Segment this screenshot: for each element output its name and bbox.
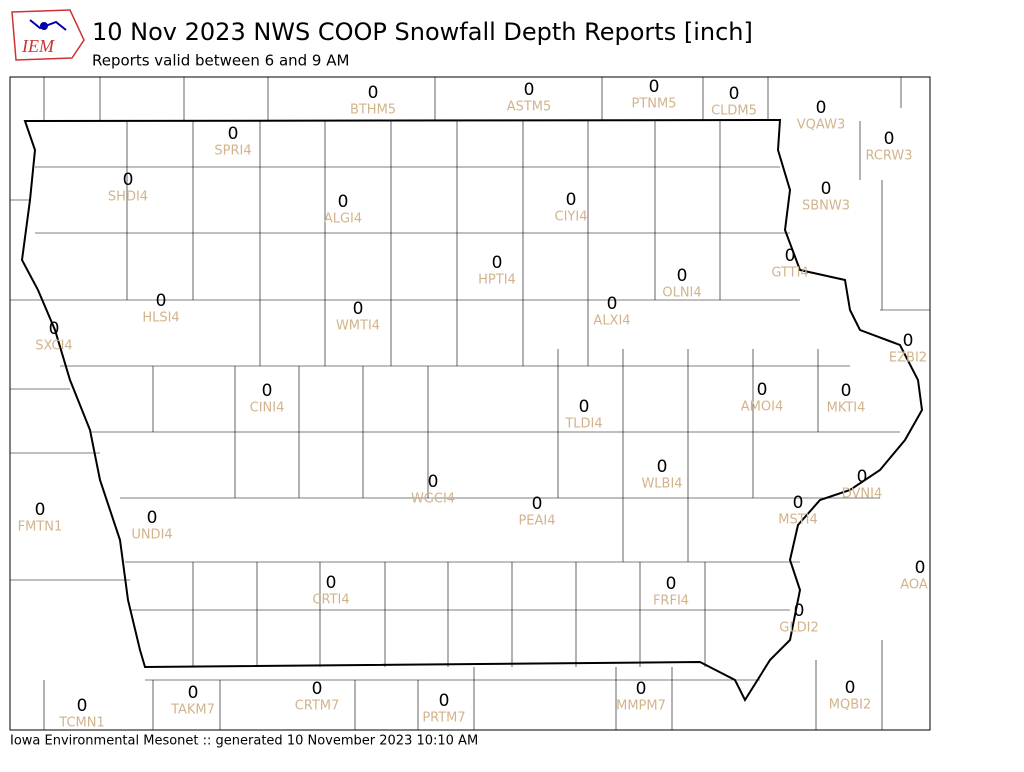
station-id: TCMN1 xyxy=(58,716,104,731)
station-id: CLDM5 xyxy=(711,104,757,119)
station-value: 0 xyxy=(492,253,503,273)
station-id: BTHM5 xyxy=(350,103,396,118)
boundaries xyxy=(10,76,930,730)
station-value: 0 xyxy=(368,83,379,103)
station-id: CIYI4 xyxy=(555,210,588,225)
station-id: SHDI4 xyxy=(108,190,148,205)
station-id: ALXI4 xyxy=(593,314,630,329)
logo-text: IEM xyxy=(21,36,55,56)
station-id: ASTM5 xyxy=(507,100,552,115)
station-id: TLDI4 xyxy=(564,417,602,432)
station-value: 0 xyxy=(841,381,852,401)
station-id: PTNM5 xyxy=(632,97,677,112)
station-id: SXCI4 xyxy=(35,339,72,354)
station-value: 0 xyxy=(77,696,88,716)
station-value: 0 xyxy=(607,294,618,314)
station-value: 0 xyxy=(147,508,158,528)
station-id: WMTI4 xyxy=(336,319,380,334)
station-value: 0 xyxy=(312,679,323,699)
station-value: 0 xyxy=(532,494,543,514)
station-value: 0 xyxy=(666,574,677,594)
station-id: CINI4 xyxy=(250,401,285,416)
subtitle: Reports valid between 6 and 9 AM xyxy=(92,52,349,70)
station-value: 0 xyxy=(816,98,827,118)
station-id: HLSI4 xyxy=(142,311,179,326)
station-id: AMOI4 xyxy=(741,400,783,415)
station-value: 0 xyxy=(757,380,768,400)
station-id: MMPM7 xyxy=(616,699,666,714)
station-value: 0 xyxy=(579,397,590,417)
station-value: 0 xyxy=(353,299,364,319)
station-value: 0 xyxy=(785,246,796,266)
logo: IEM xyxy=(11,9,85,61)
station-value: 0 xyxy=(338,192,349,212)
station-value: 0 xyxy=(566,190,577,210)
station-id: VQAW3 xyxy=(797,118,845,133)
station-id: UNDI4 xyxy=(131,528,172,543)
station-value: 0 xyxy=(729,84,740,104)
station-value: 0 xyxy=(821,179,832,199)
station-value: 0 xyxy=(524,80,535,100)
station-id: PEAI4 xyxy=(518,514,555,529)
station-value: 0 xyxy=(884,129,895,149)
station-id: TAKM7 xyxy=(170,703,215,718)
station-id: AOA xyxy=(900,578,928,593)
station-id: MQBI2 xyxy=(829,698,871,713)
station-value: 0 xyxy=(262,381,273,401)
station-id: GTTI4 xyxy=(771,266,808,281)
station-value: 0 xyxy=(326,573,337,593)
station-value: 0 xyxy=(857,467,868,487)
station-value: 0 xyxy=(35,500,46,520)
station-value: 0 xyxy=(915,558,926,578)
station-value: 0 xyxy=(428,472,439,492)
station-value: 0 xyxy=(677,266,688,286)
station-id: WLBI4 xyxy=(641,477,682,492)
station-id: SBNW3 xyxy=(802,199,850,214)
map-frame xyxy=(9,76,931,731)
station-id: EZBI2 xyxy=(889,351,927,366)
station-id: RCRW3 xyxy=(865,149,912,164)
station-id: GLDI2 xyxy=(779,621,818,636)
station-value: 0 xyxy=(845,678,856,698)
station-value: 0 xyxy=(903,331,914,351)
station-id: ALGI4 xyxy=(324,212,362,227)
station-id: CRTM7 xyxy=(295,699,340,714)
title: 10 Nov 2023 NWS COOP Snowfall Depth Repo… xyxy=(92,18,753,46)
station-id: MSTI4 xyxy=(778,513,818,528)
station-value: 0 xyxy=(793,493,804,513)
station-id: WGCI4 xyxy=(411,492,455,507)
station-id: DVNI4 xyxy=(842,487,883,502)
station-value: 0 xyxy=(636,679,647,699)
footer: Iowa Environmental Mesonet :: generated … xyxy=(10,734,478,749)
station-value: 0 xyxy=(794,601,805,621)
station-id: OLNI4 xyxy=(662,286,701,301)
station-id: MKTI4 xyxy=(827,401,866,416)
station-id: FRFI4 xyxy=(653,594,689,609)
station-value: 0 xyxy=(49,319,60,339)
station-id: FMTN1 xyxy=(18,520,63,535)
station-value: 0 xyxy=(657,457,668,477)
station-id: SPRI4 xyxy=(214,144,251,159)
station-value: 0 xyxy=(649,77,660,97)
station-value: 0 xyxy=(156,291,167,311)
station-id: HPTI4 xyxy=(478,273,516,288)
station-value: 0 xyxy=(188,683,199,703)
station-value: 0 xyxy=(439,691,450,711)
station-value: 0 xyxy=(123,170,134,190)
station-id: PRTM7 xyxy=(422,711,465,726)
station-value: 0 xyxy=(228,124,239,144)
station-id: CRTI4 xyxy=(312,593,349,608)
